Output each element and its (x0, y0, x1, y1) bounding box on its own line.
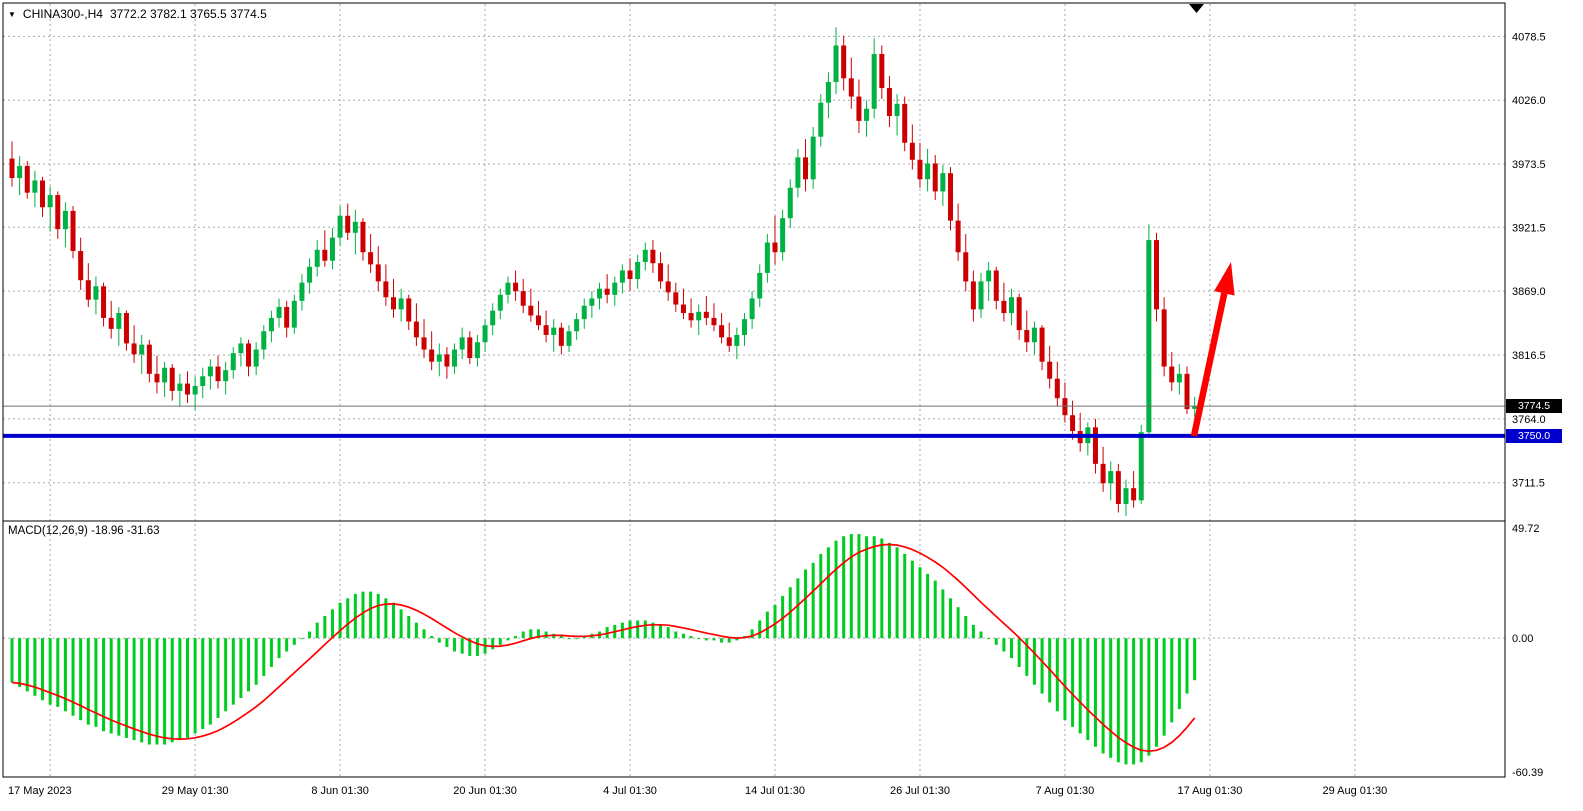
time-axis-label: 8 Jun 01:30 (311, 785, 369, 797)
time-axis-label: 17 Aug 01:30 (1177, 785, 1242, 797)
macd-signal-line (11, 543, 1196, 753)
macd-tick-label: -60.39 (1512, 767, 1543, 779)
macd-tick-label: 0.00 (1512, 633, 1533, 645)
time-axis-label: 17 May 2023 (8, 785, 72, 797)
price-tick-label: 3764.0 (1512, 414, 1546, 426)
time-axis-label: 7 Aug 01:30 (1036, 785, 1095, 797)
macd-tick-label: 49.72 (1512, 523, 1540, 535)
ohlc-quote-label: 3772.2 3782.1 3765.5 3774.5 (109, 7, 267, 21)
grid-lines (3, 4, 1505, 776)
time-axis-label: 29 May 01:30 (162, 785, 229, 797)
support-price-badge: 3750.0 (1506, 429, 1562, 443)
symbol-marker-icon: ▼ (8, 10, 16, 19)
symbol-timeframe-label: CHINA300-,H4 (22, 7, 103, 21)
price-tick-label: 3921.5 (1512, 222, 1546, 234)
price-tick-label: 3869.0 (1512, 286, 1546, 298)
time-axis-label: 26 Jul 01:30 (890, 785, 950, 797)
price-tick-label: 3711.5 (1512, 478, 1545, 490)
symbol-header: ▼ CHINA300-,H4 3772.2 3782.1 3765.5 3774… (8, 7, 267, 21)
price-tick-label: 4078.5 (1512, 31, 1546, 43)
macd-histogram (10, 534, 1197, 765)
trend-arrow[interactable] (1190, 262, 1235, 437)
time-axis-label: 14 Jul 01:30 (745, 785, 805, 797)
price-tick-label: 4026.0 (1512, 95, 1546, 107)
time-axis-label: 20 Jun 01:30 (453, 785, 517, 797)
macd-panel-border (2, 520, 1506, 778)
price-tick-label: 3973.5 (1512, 159, 1546, 171)
main-panel-border (2, 2, 1506, 522)
current-price-badge: 3774.5 (1506, 399, 1562, 413)
time-axis-label: 29 Aug 01:30 (1322, 785, 1387, 797)
price-tick-label: 3816.5 (1512, 350, 1546, 362)
macd-indicator-label: MACD(12,26,9) -18.96 -31.63 (8, 525, 160, 537)
time-axis-label: 4 Jul 01:30 (603, 785, 657, 797)
candlestick-series (9, 27, 1198, 517)
chart-shift-marker-icon (1189, 4, 1204, 13)
